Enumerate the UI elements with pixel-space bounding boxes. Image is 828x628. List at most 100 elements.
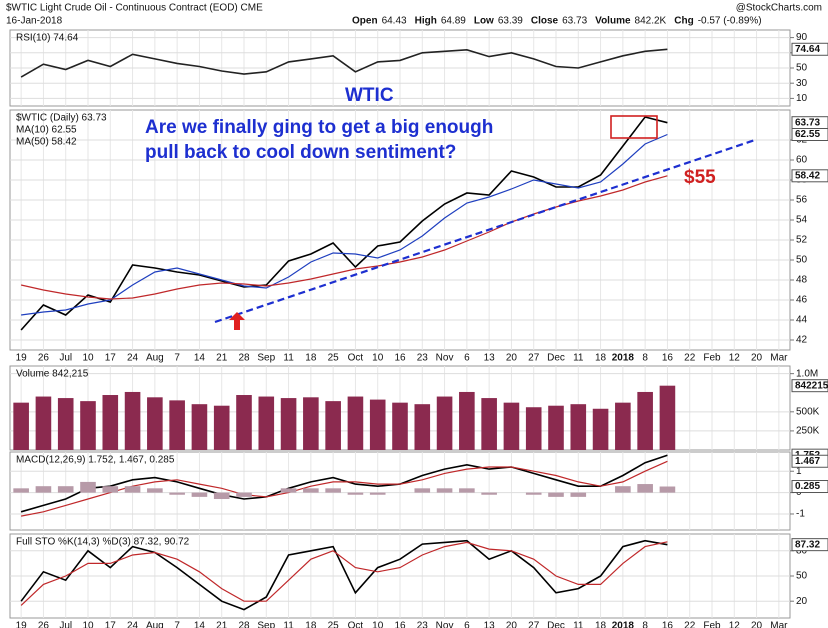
bar <box>548 405 564 450</box>
x-tick-label: 16 <box>394 621 406 628</box>
x-tick-label: 7 <box>174 621 180 628</box>
y-tick-label: 56 <box>796 195 808 206</box>
x-tick-label: 16 <box>662 353 674 364</box>
bar <box>35 486 52 493</box>
y-tick-label: 50 <box>796 571 808 582</box>
bar <box>570 492 587 497</box>
x-tick-label: Oct <box>348 621 364 628</box>
y-tick-label: 30 <box>796 78 808 89</box>
header-date: 16-Jan-2018 <box>6 16 63 27</box>
y-tick-label: -1 <box>796 509 805 520</box>
x-tick-label: 19 <box>16 353 28 364</box>
bar <box>169 492 185 495</box>
y-tick-label: 46 <box>796 295 808 306</box>
line <box>20 539 668 611</box>
value-tag-label: 62.55 <box>795 129 820 140</box>
line <box>20 541 668 606</box>
y-tick-label: 52 <box>796 235 808 246</box>
bar <box>325 401 341 450</box>
bar <box>525 492 542 495</box>
legend-entry: $WTIC (Daily) 63.73 <box>16 113 107 124</box>
x-tick-label: 18 <box>595 621 607 628</box>
y-tick-label: 50 <box>796 255 808 266</box>
x-tick-label: 14 <box>194 353 206 364</box>
x-tick-label: 20 <box>751 621 763 628</box>
quote-value: 64.89 <box>441 16 466 27</box>
legend-entry: Full STO %K(14,3) %D(3) 87.32, 90.72 <box>16 537 190 548</box>
value-tag <box>791 480 828 494</box>
bar <box>347 492 364 495</box>
bar <box>303 488 319 493</box>
x-tick-label: 25 <box>328 353 340 364</box>
quote-value: 63.39 <box>498 16 523 27</box>
x-tick-label: Dec <box>547 353 565 364</box>
arrow <box>229 312 245 330</box>
legend-entry: MACD(12,26,9) 1.752, 1.467, 0.285 <box>16 455 175 466</box>
bar <box>236 492 252 497</box>
bar <box>147 397 163 450</box>
x-tick-label: Nov <box>436 353 454 364</box>
x-tick-label: 27 <box>528 621 540 628</box>
bar <box>392 402 408 450</box>
y-tick-label: 50 <box>796 63 808 74</box>
annotation: pull back to cool down sentiment? <box>145 142 456 163</box>
x-tick-label: 13 <box>484 353 496 364</box>
bar <box>414 488 431 493</box>
x-tick-label: 26 <box>38 353 50 364</box>
quote-label: Close <box>531 16 559 27</box>
bar <box>525 407 542 450</box>
x-tick-label: 18 <box>595 353 607 364</box>
quote-value: 64.43 <box>382 16 407 27</box>
bar <box>236 395 252 450</box>
legend-entry: MA(50) 58.42 <box>16 137 77 148</box>
y-tick-label: 500K <box>796 406 820 417</box>
x-tick-label: 10 <box>82 621 94 628</box>
x-tick-label: 20 <box>751 353 763 364</box>
x-tick-label: Feb <box>703 353 721 364</box>
x-tick-label: 11 <box>573 621 584 628</box>
x-tick-label: 2018 <box>612 621 635 628</box>
y-tick-label: 1 <box>796 466 802 477</box>
bar <box>481 398 497 450</box>
x-tick-label: 20 <box>506 353 518 364</box>
y-tick-label: 20 <box>796 596 808 607</box>
trendline <box>214 138 756 324</box>
bar <box>615 486 631 493</box>
bar <box>102 486 119 493</box>
bar <box>369 399 386 450</box>
x-tick-label: 19 <box>16 621 28 628</box>
x-tick-label: Nov <box>436 621 454 628</box>
value-tag <box>791 169 828 183</box>
quote-value: 63.73 <box>562 16 587 27</box>
x-tick-label: 17 <box>105 353 117 364</box>
value-tag <box>791 379 828 393</box>
x-tick-label: 18 <box>305 353 317 364</box>
x-tick-label: Jul <box>59 353 72 364</box>
x-tick-label: 6 <box>464 353 470 364</box>
bar <box>659 486 676 493</box>
x-tick-label: 16 <box>394 353 406 364</box>
bar <box>258 396 275 450</box>
legend-entry: Volume 842,215 <box>16 369 89 380</box>
bar <box>637 391 653 450</box>
header-title: $WTIC Light Crude Oil - Continuous Contr… <box>6 3 263 14</box>
y-tick-label: 48 <box>796 275 808 286</box>
x-tick-label: Sep <box>257 621 275 628</box>
x-tick-label: 6 <box>464 621 470 628</box>
x-tick-label: 28 <box>238 621 250 628</box>
bar <box>35 396 52 450</box>
y-tick-label: 44 <box>796 315 808 326</box>
annotation: WTIC <box>345 85 394 106</box>
bar <box>570 404 587 450</box>
bar <box>191 492 208 497</box>
bar <box>481 492 497 495</box>
value-tag-label: 87.32 <box>795 539 820 550</box>
y-tick-label: 1.0M <box>796 368 818 379</box>
y-tick-label: 10 <box>796 93 808 104</box>
y-tick-label: 60 <box>796 155 808 166</box>
x-tick-label: Aug <box>146 621 164 628</box>
x-tick-label: 2018 <box>612 353 635 364</box>
line <box>20 116 668 331</box>
bar <box>659 385 676 450</box>
